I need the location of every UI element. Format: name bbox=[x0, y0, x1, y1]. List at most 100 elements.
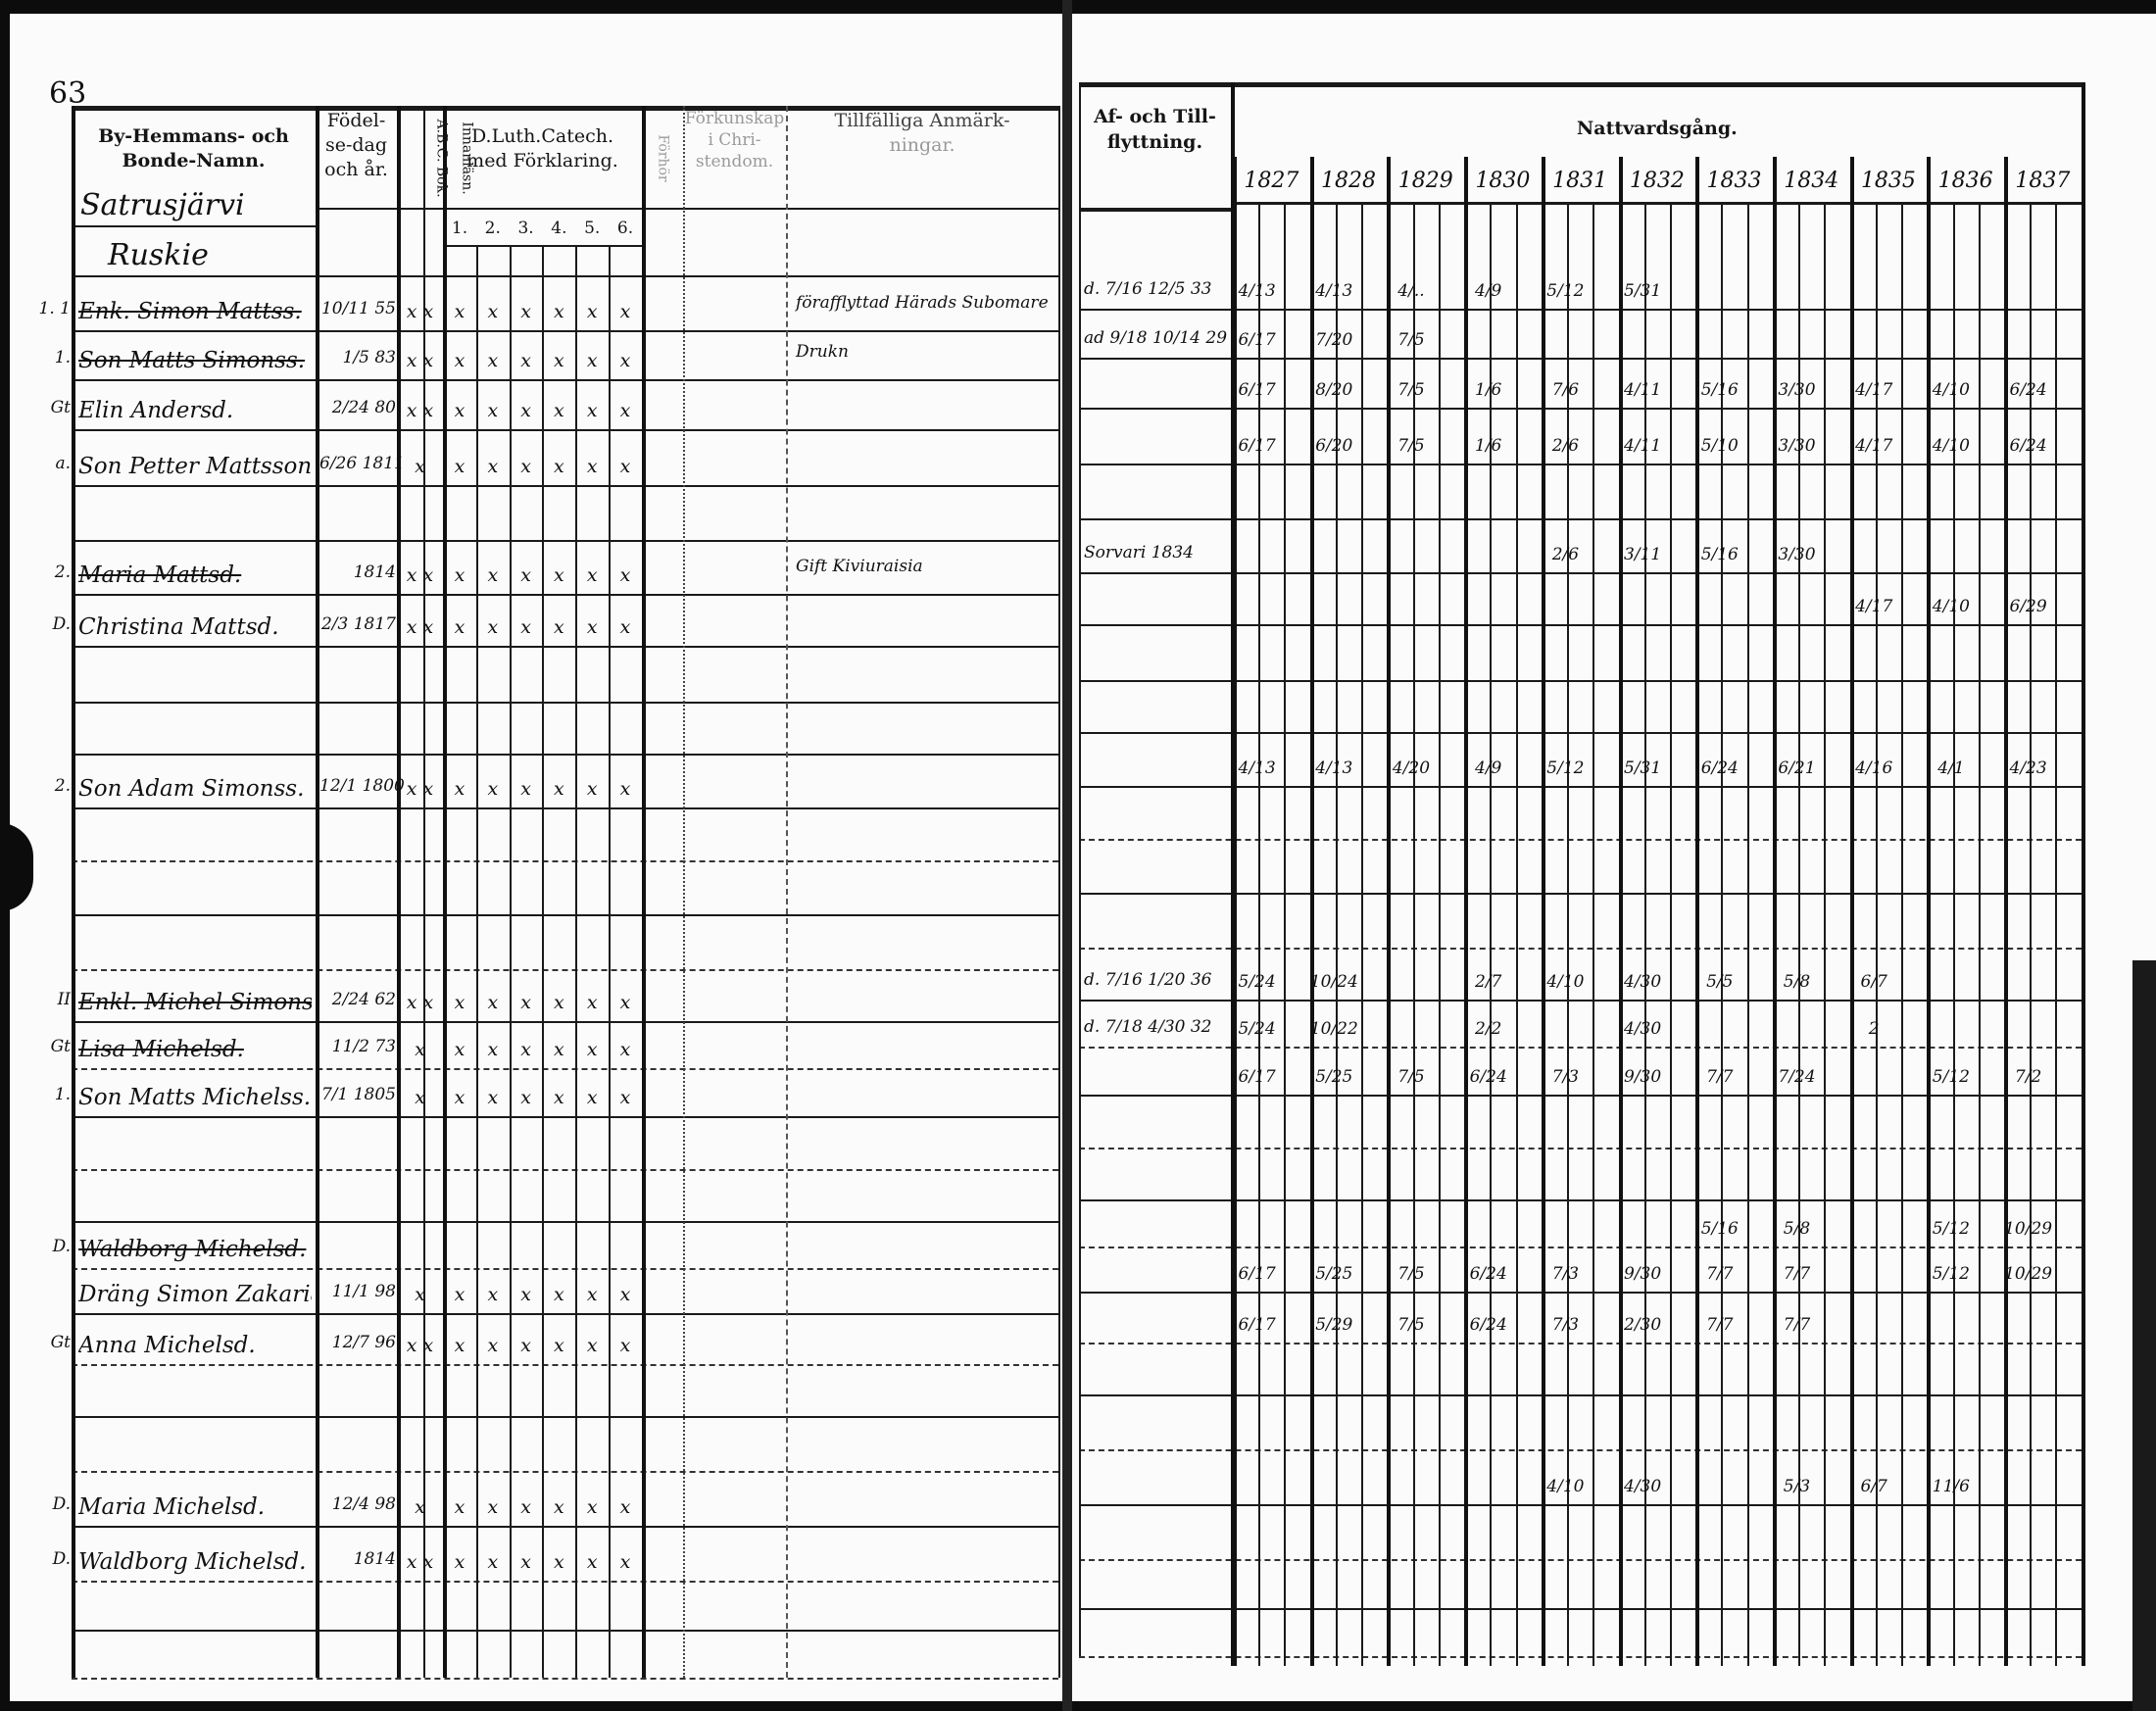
catechism-mark: x bbox=[586, 1039, 598, 1060]
communion-date: 6/24 bbox=[2009, 380, 2047, 400]
birth-date: 2/24 80 bbox=[331, 398, 396, 417]
row-rule bbox=[72, 1630, 1058, 1632]
communion-date: 4/10 bbox=[1546, 972, 1585, 992]
year-column-rule bbox=[1541, 157, 1545, 1666]
row-number: Gt bbox=[50, 398, 71, 417]
abc-reading-mark: x bbox=[415, 1039, 425, 1060]
header-catechism-part: 2. bbox=[484, 219, 501, 238]
row-number: 2. bbox=[54, 562, 71, 582]
year-subcolumn-rule bbox=[1721, 202, 1724, 1666]
row-number: 1. bbox=[54, 1085, 71, 1104]
header-year: 1829 bbox=[1397, 169, 1453, 193]
communion-date: 4/13 bbox=[1238, 758, 1276, 778]
column-rule bbox=[683, 106, 685, 1678]
birth-date: 1814 bbox=[353, 1549, 396, 1569]
communion-date: 7/5 bbox=[1397, 1067, 1425, 1087]
communion-date: 10/24 bbox=[1309, 972, 1358, 992]
year-subcolumn-rule bbox=[1592, 202, 1595, 1666]
communion-date: 7/3 bbox=[1551, 1067, 1580, 1087]
communion-date: 4/16 bbox=[1855, 758, 1893, 778]
catechism-mark: x bbox=[586, 1335, 598, 1356]
year-subcolumn-rule bbox=[1875, 202, 1878, 1666]
row-rule bbox=[72, 1416, 1058, 1418]
catechism-mark: x bbox=[619, 1087, 631, 1108]
communion-date: 4/17 bbox=[1855, 597, 1893, 616]
communion-date: 4/10 bbox=[1546, 1477, 1585, 1496]
row-rule bbox=[1079, 1047, 2082, 1049]
row-rule bbox=[1079, 1559, 2082, 1561]
communion-date: 4/.. bbox=[1397, 281, 1425, 301]
catechism-mark: x bbox=[454, 1551, 466, 1573]
catechism-mark: x bbox=[586, 301, 598, 322]
column-rule bbox=[1079, 82, 1081, 1656]
communion-date: 5/12 bbox=[1932, 1264, 1970, 1284]
header-year: 1837 bbox=[2015, 169, 2071, 193]
birth-date: 10/11 55 bbox=[320, 299, 396, 318]
row-number: Gt bbox=[50, 1037, 71, 1056]
village-underline bbox=[72, 225, 316, 227]
catechism-mark: x bbox=[454, 1284, 466, 1305]
catechism-mark: x bbox=[619, 456, 631, 477]
communion-date: 6/17 bbox=[1238, 330, 1276, 350]
row-rule bbox=[72, 646, 1058, 648]
catechism-mark: x bbox=[619, 992, 631, 1013]
communion-date: 2/7 bbox=[1475, 972, 1502, 992]
communion-date: 7/6 bbox=[1551, 380, 1580, 400]
row-rule bbox=[72, 1221, 1058, 1223]
communion-date: 4/11 bbox=[1624, 436, 1662, 456]
moving-note: Sorvari 1834 bbox=[1084, 543, 1194, 562]
catechism-mark: x bbox=[619, 1039, 631, 1060]
row-rule bbox=[72, 1471, 1058, 1473]
communion-date: 3/30 bbox=[1778, 436, 1816, 456]
person-name: Maria Michelsd. bbox=[78, 1494, 266, 1520]
birth-date: 2/3 1817 bbox=[320, 614, 396, 634]
catechism-subcolumn-rule bbox=[475, 245, 478, 1678]
person-name: Christina Mattsd. bbox=[78, 614, 279, 640]
row-rule bbox=[1079, 948, 2082, 950]
year-subcolumn-rule bbox=[1643, 202, 1646, 1666]
catechism-mark: x bbox=[454, 1335, 466, 1356]
header-year: 1828 bbox=[1321, 169, 1377, 193]
communion-date: 4/11 bbox=[1624, 380, 1662, 400]
remark-note: Drukn bbox=[796, 342, 849, 362]
abc-reading-mark: x x bbox=[406, 400, 434, 421]
communion-date: 7/3 bbox=[1551, 1315, 1580, 1335]
birth-date: 12/7 96 bbox=[331, 1333, 396, 1352]
catechism-mark: x bbox=[487, 400, 499, 421]
row-rule bbox=[1079, 1449, 2082, 1451]
catechism-mark: x bbox=[487, 1496, 499, 1518]
row-rule bbox=[72, 1526, 1058, 1528]
catechism-mark: x bbox=[554, 350, 564, 371]
communion-date: 6/21 bbox=[1778, 758, 1816, 778]
moving-note: d. 7/18 4/30 32 bbox=[1084, 1017, 1212, 1037]
year-column-rule bbox=[2081, 82, 2085, 1666]
row-number: D. bbox=[52, 1549, 71, 1569]
row-rule bbox=[1079, 572, 2082, 574]
year-header-rule bbox=[1233, 202, 2082, 205]
catechism-mark: x bbox=[586, 992, 598, 1013]
person-name: Son Petter Mattsson bbox=[78, 454, 312, 479]
header-knowledge: i Chri- bbox=[708, 130, 761, 150]
catechism-mark: x bbox=[619, 350, 631, 371]
communion-date: 7/5 bbox=[1397, 436, 1425, 456]
catechism-subcolumn-rule bbox=[542, 245, 545, 1678]
row-rule bbox=[72, 807, 1058, 809]
column-rule bbox=[397, 106, 401, 1678]
row-rule bbox=[72, 379, 1058, 381]
communion-date: 4/30 bbox=[1624, 1477, 1662, 1496]
person-name: Lisa Michelsd. bbox=[78, 1037, 244, 1062]
catechism-mark: x bbox=[520, 456, 531, 477]
catechism-mark: x bbox=[520, 778, 531, 800]
row-number: 1. 1 bbox=[38, 299, 71, 318]
year-subcolumn-rule bbox=[1361, 202, 1364, 1666]
scan-edge-right bbox=[2132, 960, 2156, 1711]
abc-reading-mark: x x bbox=[406, 778, 434, 800]
catechism-mark: x bbox=[487, 456, 499, 477]
year-subcolumn-rule bbox=[1978, 202, 1981, 1666]
year-column-rule bbox=[1387, 157, 1392, 1666]
person-name: Waldborg Michelsd. bbox=[78, 1237, 307, 1262]
catechism-mark: x bbox=[520, 1087, 531, 1108]
communion-date: 7/3 bbox=[1551, 1264, 1580, 1284]
row-rule bbox=[72, 1169, 1058, 1171]
communion-date: 3/30 bbox=[1778, 545, 1816, 564]
